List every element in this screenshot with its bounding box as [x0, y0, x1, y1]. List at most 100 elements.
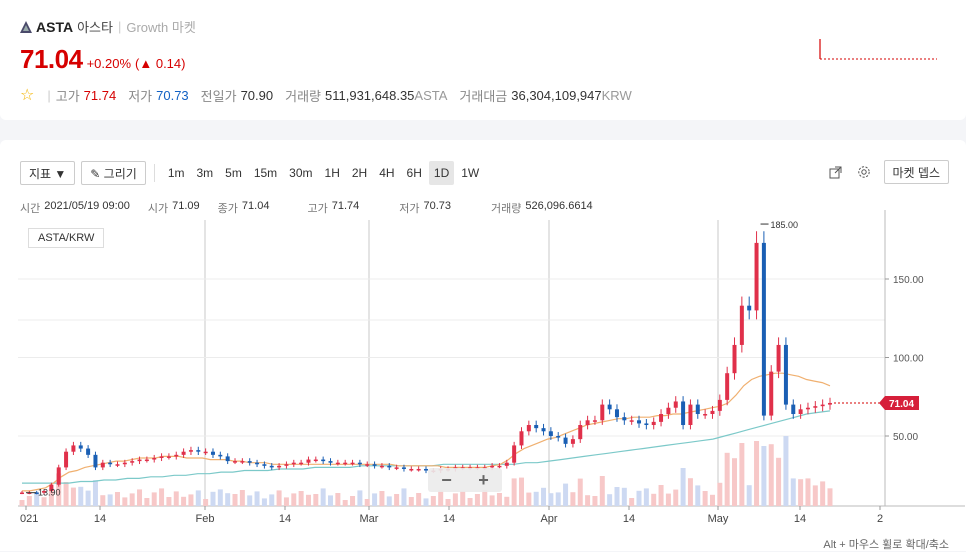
x-tick-label: 14 — [94, 513, 106, 525]
interval-3m[interactable]: 3m — [196, 166, 214, 180]
volume-bar — [790, 478, 796, 506]
candle-body — [284, 464, 289, 466]
volume-bar — [269, 494, 275, 506]
volume-bar — [320, 488, 326, 506]
candle-body — [78, 445, 83, 449]
candle-body — [739, 305, 744, 345]
candle-body — [42, 490, 47, 493]
interval-5m[interactable]: 5m — [225, 166, 242, 180]
candle-body — [255, 462, 260, 465]
volume-bar — [607, 494, 613, 506]
draw-button[interactable]: ✎ 그리기 — [81, 161, 146, 185]
volume-bar — [746, 485, 752, 506]
volume-label: 거래량 — [285, 88, 321, 104]
interval-1H[interactable]: 1H — [324, 166, 340, 180]
candle-body — [548, 431, 553, 436]
candle-body — [614, 409, 619, 418]
volume-bar — [548, 493, 554, 506]
interval-1m[interactable]: 1m — [167, 166, 185, 180]
volume-bar — [379, 491, 385, 506]
volume-bar — [673, 489, 679, 506]
price-chart[interactable]: 150.00 100.00 50.00 021 14 Feb 14 Mar 14 Apr 14 May… — [0, 210, 966, 536]
indicator-button[interactable]: 지표 ▼ — [20, 161, 76, 185]
volume-bar — [70, 487, 76, 506]
x-tick-label: 021 — [20, 513, 38, 525]
coin-symbol: ASTA — [36, 18, 74, 35]
settings-gear-icon[interactable] — [852, 160, 876, 184]
interval-1D[interactable]: 1D — [428, 161, 455, 185]
candle-body — [761, 242, 766, 416]
interval-list: 1m 3m 5m 15m 30m 1H 2H 4H 6H 1D 1W — [163, 161, 486, 185]
volume-bar — [460, 491, 466, 506]
favorite-star-icon[interactable]: ☆ — [20, 87, 35, 104]
volume-bar — [173, 491, 179, 506]
volume-bar — [217, 489, 223, 506]
interval-1W[interactable]: 1W — [461, 166, 480, 180]
candle-body — [578, 425, 583, 440]
volume-bar — [342, 500, 348, 506]
volume-bar — [438, 490, 444, 506]
volume-bar — [210, 491, 216, 506]
volume-bar — [364, 499, 370, 506]
volume-bar — [107, 494, 113, 506]
volume-bar — [181, 496, 187, 506]
coin-title-row: ASTA 아스타 | Growth 마켓 — [20, 17, 196, 36]
amount-label: 거래대금 — [459, 88, 508, 104]
x-tick-label: Mar — [360, 513, 379, 525]
x-tick-label: 2 — [877, 513, 883, 525]
candle-body — [659, 414, 664, 422]
candle-body — [108, 462, 113, 465]
volume-bar — [305, 494, 311, 506]
candle-body — [563, 437, 568, 444]
candle-body — [64, 451, 69, 468]
volume-bar — [555, 492, 561, 506]
prev-label: 전일가 — [200, 88, 237, 104]
candle-body — [166, 456, 171, 458]
candle-body — [592, 420, 597, 422]
volume-bar — [254, 491, 260, 506]
candle-body — [269, 465, 274, 468]
zoom-hint: Alt + 마우스 휠로 확대/축소 — [823, 539, 949, 551]
volume-bar — [651, 493, 657, 506]
interval-4H[interactable]: 4H — [379, 166, 395, 180]
volume-bar — [643, 488, 649, 506]
interval-15m[interactable]: 15m — [253, 166, 278, 180]
market-depth-button[interactable]: 마켓 뎁스 — [883, 160, 949, 184]
ohlc-readout: 시간 2021/05/19 09:00 시가 71.09 종가 71.04 고가 71.… — [20, 200, 611, 216]
volume-bar — [350, 496, 356, 506]
candle-body — [570, 439, 575, 444]
price-info-row: ☆ | 고가 71.74 저가 70.73 전일가 70.90 거래량 511,… — [20, 85, 644, 105]
volume-bar — [467, 498, 473, 506]
candle-body — [769, 371, 774, 416]
popout-icon[interactable] — [824, 160, 848, 184]
volume-bar — [585, 495, 591, 506]
candle-body — [240, 461, 245, 463]
candle-body — [86, 448, 91, 455]
x-tick-label: 14 — [279, 513, 291, 525]
interval-6H[interactable]: 6H — [406, 166, 422, 180]
candle-body — [56, 467, 61, 485]
volume-bar — [159, 488, 165, 506]
volume-bar — [614, 487, 620, 506]
current-price-tag — [879, 395, 919, 410]
mini-sparkline — [819, 39, 937, 60]
current-price: 71.04 — [20, 44, 83, 74]
candle-body — [291, 462, 296, 465]
candle-body — [416, 468, 421, 471]
candle-body — [490, 465, 495, 468]
candle-body — [688, 404, 693, 426]
zoom-in-button[interactable]: + — [478, 469, 489, 490]
candle-body — [262, 464, 267, 466]
interval-30m[interactable]: 30m — [289, 166, 313, 180]
volume-bar — [489, 495, 495, 506]
volume-bar — [783, 436, 789, 506]
candle-body — [600, 404, 605, 421]
candle-body — [534, 425, 539, 429]
title-separator: | — [117, 19, 122, 34]
interval-2H[interactable]: 2H — [351, 166, 368, 180]
volume-bar — [761, 446, 767, 506]
zoom-out-button[interactable]: − — [441, 469, 452, 490]
volume-bar — [26, 496, 32, 506]
candle-body — [181, 451, 186, 455]
candle-body — [798, 409, 803, 415]
